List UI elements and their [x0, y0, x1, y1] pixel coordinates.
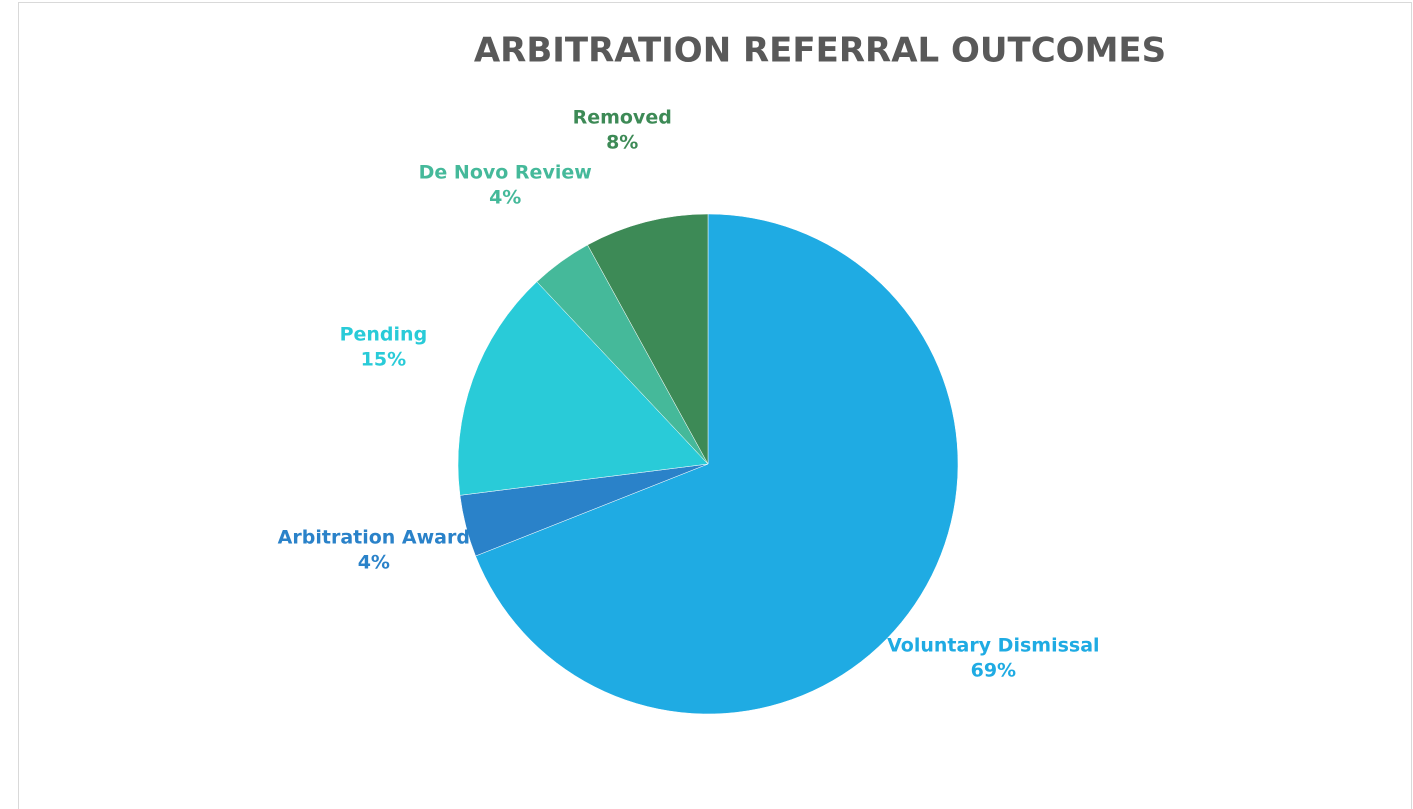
pie-slice [587, 213, 709, 465]
slice-value-label: 4% [489, 186, 521, 208]
slice-value-label: 15% [361, 349, 406, 371]
chart-title: ARBITRATION REFERRAL OUTCOMES [474, 31, 1166, 71]
slice-label: De Novo Review [419, 161, 592, 183]
pie-slice [457, 281, 709, 496]
slice-value-label: 4% [358, 551, 390, 573]
slice-label: Pending [340, 324, 428, 346]
slice-label: Arbitration Award [278, 526, 470, 548]
slice-label: Removed [573, 106, 672, 128]
slice-value-label: 69% [971, 659, 1016, 681]
slice-value-label: 8% [606, 131, 638, 153]
slice-label: Voluntary Dismissal [887, 634, 1099, 656]
pie-slice [475, 213, 959, 715]
